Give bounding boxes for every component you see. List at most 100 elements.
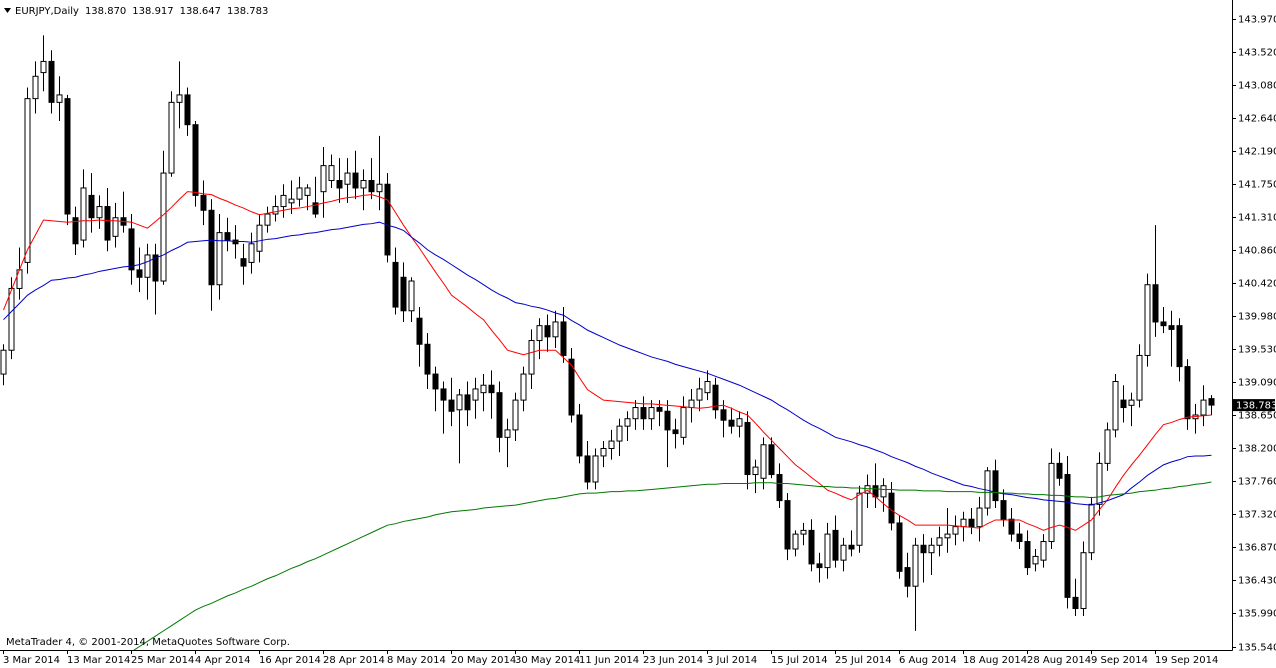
- candle-body-down: [48, 60, 55, 103]
- candle-body-up: [1136, 354, 1143, 401]
- candle-body-down: [368, 180, 375, 193]
- candle-body-down: [1208, 398, 1215, 406]
- y-tick-label: 143.970: [1238, 15, 1276, 26]
- x-tick-label: 25 Mar 2014: [131, 655, 194, 666]
- candle-body-up: [952, 526, 959, 535]
- candle-body-up: [600, 447, 607, 457]
- x-tick-label: 8 May 2014: [387, 655, 446, 666]
- candle-body-down: [240, 258, 247, 267]
- y-tick-label: 138.650: [1238, 411, 1276, 422]
- x-tick-label: 4 Apr 2014: [195, 655, 250, 666]
- candle-body-down: [640, 407, 647, 420]
- candle-body-up: [648, 407, 655, 420]
- candle-body-down: [1168, 325, 1175, 330]
- candle-body-up: [296, 187, 303, 200]
- candle-body-down: [400, 276, 407, 312]
- candle-body-up: [8, 287, 15, 351]
- candle-body-down: [1152, 284, 1159, 323]
- candle-body-down: [888, 492, 895, 524]
- candle-body-up: [112, 217, 119, 237]
- candle-body-up: [688, 399, 695, 409]
- candle-body-down: [88, 194, 95, 219]
- candle-body-down: [416, 317, 423, 345]
- candle-body-down: [576, 414, 583, 457]
- candle-body-up: [528, 340, 535, 375]
- candle-body-up: [40, 60, 47, 74]
- x-tick-label: 11 Jun 2014: [579, 655, 639, 666]
- menu-arrow: [4, 8, 11, 13]
- x-tick-label: 3 Mar 2014: [3, 655, 60, 666]
- candle-body-down: [1120, 399, 1127, 409]
- x-tick-label: 9 Sep 2014: [1091, 655, 1148, 666]
- candle-body-down: [488, 384, 495, 394]
- current-price-label: 138.783: [1236, 401, 1276, 412]
- candle-body-up: [800, 529, 807, 535]
- candle-body-down: [64, 98, 71, 215]
- candle-body-down: [336, 180, 343, 189]
- x-tick-label: 15 Jul 2014: [771, 655, 828, 666]
- candle-body-down: [968, 518, 975, 528]
- moving-average: [3, 191, 1212, 531]
- candle-body-up: [280, 194, 287, 208]
- candle-body-down: [1072, 596, 1079, 610]
- x-tick-label: 16 Apr 2014: [259, 655, 321, 666]
- y-tick-label: 136.430: [1238, 576, 1276, 587]
- candle-body-up: [736, 418, 743, 427]
- candle-body-up: [456, 394, 463, 411]
- candle-body-down: [1008, 518, 1015, 535]
- candle-body-up: [760, 444, 767, 479]
- ohlc-value: 138.783: [227, 6, 268, 17]
- candle-body-down: [1064, 474, 1071, 598]
- candle-body-up: [272, 206, 279, 215]
- y-tick-label: 139.090: [1238, 378, 1276, 389]
- candle-body-up: [960, 518, 967, 528]
- candle-body-down: [568, 358, 575, 416]
- x-tick-label: 13 Mar 2014: [67, 655, 130, 666]
- candle-body-down: [424, 343, 431, 375]
- candle-body-up: [1112, 380, 1119, 431]
- candle-body-down: [544, 325, 551, 338]
- candle-body-up: [1032, 555, 1039, 565]
- candle-body-down: [920, 544, 927, 554]
- y-tick-label: 143.520: [1238, 48, 1276, 59]
- y-tick-label: 139.530: [1238, 345, 1276, 356]
- candle-body-up: [696, 388, 703, 401]
- candle-body-up: [1080, 552, 1087, 610]
- candle-body-up: [1200, 399, 1207, 416]
- candle-body-up: [472, 388, 479, 401]
- candle-body-up: [680, 407, 687, 438]
- candle-body-down: [1016, 533, 1023, 543]
- candle-body-up: [344, 172, 351, 185]
- candle-body-down: [208, 209, 215, 286]
- candle-body-up: [480, 384, 487, 394]
- x-tick-label: 6 Aug 2014: [899, 655, 957, 666]
- candle-body-up: [1128, 399, 1135, 406]
- candle-body-up: [864, 485, 871, 494]
- ohlc-value: 138.917: [132, 6, 173, 17]
- candle-body-up: [216, 232, 223, 286]
- candle-body-up: [288, 198, 295, 204]
- candle-body-up: [248, 243, 255, 263]
- candle-body-down: [104, 206, 111, 241]
- candle-body-down: [384, 183, 391, 256]
- y-tick-label: 135.990: [1238, 609, 1276, 620]
- candle-body-down: [560, 321, 567, 356]
- candle-body-down: [312, 202, 319, 215]
- candle-body-up: [376, 183, 383, 193]
- candle-body-up: [96, 206, 103, 219]
- ohlc-value: 138.647: [180, 6, 221, 17]
- candle-body-up: [552, 321, 559, 338]
- candle-body-down: [992, 470, 999, 502]
- candle-body-up: [608, 440, 615, 449]
- y-tick-label: 137.760: [1238, 477, 1276, 488]
- candle-body-up: [936, 537, 943, 546]
- x-tick-label: 20 May 2014: [451, 655, 516, 666]
- x-tick-label: 30 May 2014: [515, 655, 580, 666]
- candle-body-up: [976, 507, 983, 528]
- candle-body-down: [672, 429, 679, 435]
- candle-body-up: [856, 492, 863, 546]
- candle-body-up: [360, 180, 367, 189]
- moving-average: [3, 221, 1212, 506]
- candle-body-down: [816, 563, 823, 569]
- candle-body-up: [704, 380, 711, 394]
